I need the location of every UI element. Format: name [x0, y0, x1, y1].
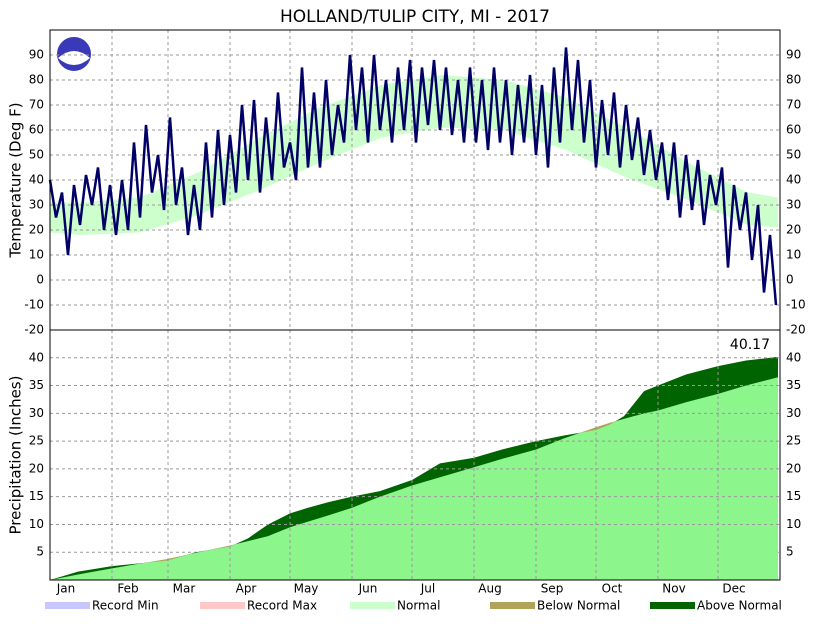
y-tick-label: 50: [786, 148, 801, 162]
y-tick-label: 70: [29, 98, 44, 112]
x-tick-label: Oct: [602, 582, 623, 596]
y-tick-label: 5: [786, 545, 794, 559]
y-tick-label: 70: [786, 98, 801, 112]
y-tick-label: 15: [29, 489, 44, 503]
y-tick-label: 80: [786, 73, 801, 87]
y-tick-label: 10: [786, 517, 801, 531]
y-tick-label: 80: [29, 73, 44, 87]
x-tick-label: Aug: [478, 582, 501, 596]
y-tick-label: 10: [786, 248, 801, 262]
y-tick-label: 15: [786, 489, 801, 503]
x-tick-label: Mar: [173, 582, 196, 596]
y-tick-label: 40: [29, 173, 44, 187]
x-tick-label: Dec: [722, 582, 745, 596]
y-tick-label: 10: [29, 248, 44, 262]
y-tick-label: 0: [36, 273, 44, 287]
y-tick-label: 20: [29, 223, 44, 237]
y-tick-label: 30: [29, 406, 44, 420]
y-tick-label: 40: [786, 173, 801, 187]
x-tick-label: Jan: [56, 582, 76, 596]
y-tick-label: 20: [786, 461, 801, 475]
legend-swatch: [490, 602, 535, 609]
plot-frame: [49, 329, 781, 581]
x-tick-label: Jun: [358, 582, 378, 596]
legend-swatch: [45, 602, 90, 609]
y-tick-label: 20: [29, 461, 44, 475]
noaa-logo: [55, 35, 93, 73]
y-tick-label: -10: [786, 298, 806, 312]
y-axis-label: Precipitation (Inches): [7, 376, 25, 535]
legend-label: Above Normal: [697, 599, 782, 613]
legend-label: Normal: [397, 599, 440, 613]
legend-swatch: [200, 602, 245, 609]
legend-label: Record Max: [247, 599, 317, 613]
y-tick-label: -20: [786, 323, 806, 337]
normal-area: [50, 377, 778, 580]
y-tick-label: 30: [786, 406, 801, 420]
x-tick-label: Jul: [420, 582, 435, 596]
y-tick-label: 35: [786, 378, 801, 392]
y-tick-label: 40: [29, 350, 44, 364]
y-tick-label: 60: [29, 123, 44, 137]
x-tick-label: Nov: [662, 582, 685, 596]
y-tick-label: 5: [36, 545, 44, 559]
y-tick-label: 30: [29, 198, 44, 212]
chart-title: HOLLAND/TULIP CITY, MI - 2017: [280, 7, 550, 27]
y-tick-label: 35: [29, 378, 44, 392]
legend-swatch: [650, 602, 695, 609]
x-tick-label: Sep: [541, 582, 564, 596]
x-tick-label: Apr: [236, 582, 257, 596]
y-tick-label: -20: [24, 323, 44, 337]
temperature-line: [48, 47, 778, 306]
x-tick-label: May: [294, 582, 319, 596]
y-tick-label: 50: [29, 148, 44, 162]
legend-label: Record Min: [92, 599, 159, 613]
y-tick-label: 90: [786, 48, 801, 62]
y-tick-label: -10: [24, 298, 44, 312]
legend-label: Below Normal: [537, 599, 620, 613]
y-tick-label: 10: [29, 517, 44, 531]
legend-swatch: [350, 602, 395, 609]
y-axis-label: Temperature (Deg F): [7, 102, 25, 258]
y-tick-label: 25: [786, 434, 801, 448]
x-tick-label: Feb: [117, 582, 138, 596]
y-tick-label: 25: [29, 434, 44, 448]
y-tick-label: 90: [29, 48, 44, 62]
total-annotation: 40.17: [730, 337, 770, 353]
y-tick-label: 30: [786, 198, 801, 212]
y-tick-label: 0: [786, 273, 794, 287]
y-tick-label: 20: [786, 223, 801, 237]
y-tick-label: 40: [786, 350, 801, 364]
y-tick-label: 60: [786, 123, 801, 137]
